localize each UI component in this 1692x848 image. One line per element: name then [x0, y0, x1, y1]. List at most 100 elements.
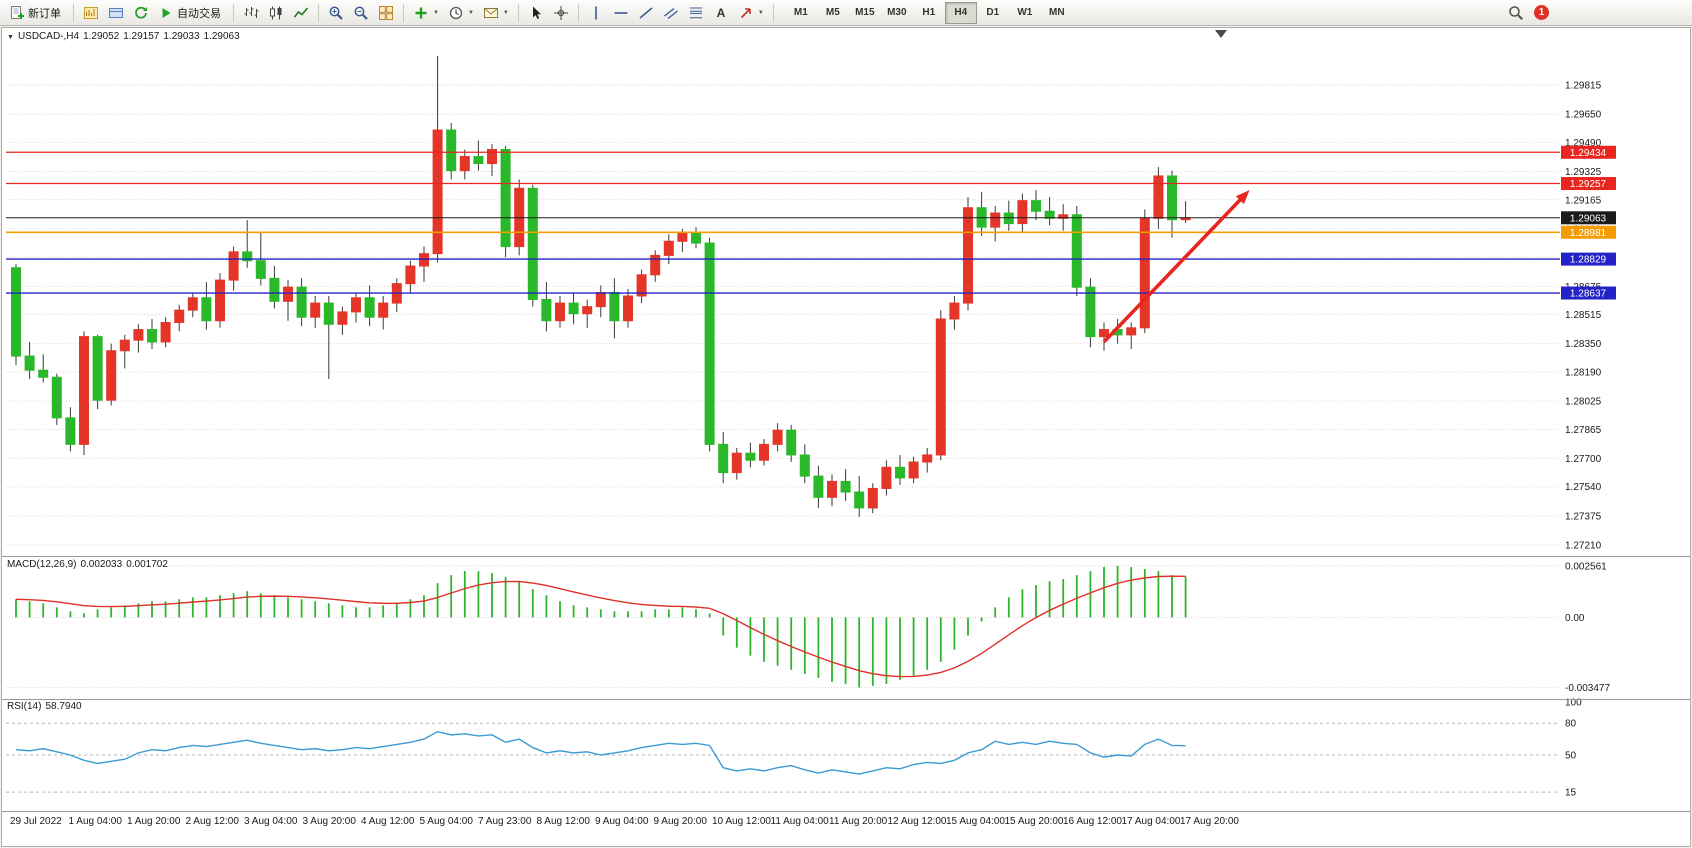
- timeframe-m15[interactable]: M15: [855, 6, 875, 18]
- svg-text:0.00: 0.00: [1565, 613, 1585, 624]
- horizontal-line-icon: [614, 11, 628, 14]
- line-chart-button[interactable]: [289, 1, 313, 25]
- horizontal-lines: [6, 151, 1560, 294]
- refresh-button[interactable]: [129, 1, 153, 25]
- candle-up: [283, 286, 293, 302]
- price-tag-1.28637: 1.28637: [1561, 286, 1616, 300]
- vertical-line-button[interactable]: [584, 1, 608, 25]
- timeframe-h1[interactable]: H1: [922, 6, 936, 18]
- rsi-header: RSI(14) 58.7940: [7, 701, 86, 712]
- text-tool-button[interactable]: A: [709, 1, 733, 25]
- auto-trading-button[interactable]: 自动交易: [154, 1, 228, 25]
- channel-icon: [663, 7, 678, 19]
- trend-arrow[interactable]: [1102, 190, 1250, 344]
- svg-text:1.28829: 1.28829: [1570, 255, 1607, 266]
- cursor-button[interactable]: [524, 1, 548, 25]
- timeframe-w1[interactable]: W1: [1017, 6, 1033, 18]
- fibonacci-button[interactable]: [684, 1, 708, 25]
- rsi-pane: [15, 730, 1186, 775]
- candle-down: [704, 242, 715, 445]
- timeframe-m30[interactable]: M30: [887, 6, 907, 18]
- candle-up: [555, 302, 565, 322]
- candle-up: [106, 350, 117, 401]
- candlestick-button[interactable]: [264, 1, 288, 25]
- arrows-tool-button[interactable]: ▼: [734, 1, 768, 25]
- refresh-icon: [135, 6, 147, 19]
- svg-text:9 Aug 20:00: 9 Aug 20:00: [654, 816, 708, 827]
- search-icon[interactable]: [1508, 5, 1524, 21]
- pane-separators[interactable]: [2, 556, 1690, 812]
- channel-button[interactable]: [659, 1, 683, 25]
- candle-up: [881, 466, 892, 489]
- candle-down: [269, 277, 280, 302]
- candle-up: [160, 322, 171, 343]
- profiles-button[interactable]: [104, 1, 128, 25]
- candle-up: [935, 318, 946, 456]
- timeframe-m1[interactable]: M1: [793, 6, 808, 18]
- timeframe-mn[interactable]: MN: [1049, 6, 1065, 18]
- ohlc-high: 1.29157: [123, 31, 160, 42]
- candle-down: [500, 148, 511, 248]
- candle-down: [65, 417, 76, 445]
- tile-windows-button[interactable]: [374, 1, 398, 25]
- candle-down: [1044, 210, 1055, 219]
- timeframe-d1[interactable]: D1: [986, 6, 1000, 18]
- svg-text:1.29434: 1.29434: [1570, 148, 1607, 159]
- timeframe-h4[interactable]: H4: [944, 1, 977, 24]
- chart-shift-marker[interactable]: [1215, 30, 1227, 38]
- time-axis[interactable]: 29 Jul 2022 1 Aug 04:00 1 Aug 20:00 2 Aug 1…: [10, 816, 1239, 827]
- svg-text:29 Jul 2022: 29 Jul 2022: [10, 816, 62, 827]
- candle-up: [419, 253, 429, 267]
- horizontal-line-button[interactable]: [609, 1, 633, 25]
- periods-button[interactable]: ▼: [444, 1, 478, 25]
- candle-down: [609, 291, 620, 322]
- candle-down: [718, 443, 729, 474]
- candle-down: [296, 286, 307, 318]
- candle-up: [663, 240, 674, 256]
- candle-up: [378, 302, 389, 318]
- macd-axis[interactable]: 0.002561 0.00 -0.003477: [1565, 561, 1610, 694]
- collapse-icon[interactable]: ▼: [7, 34, 14, 41]
- templates-button[interactable]: ▼: [479, 1, 513, 25]
- bar-chart-icon: [244, 6, 259, 18]
- new-order-button[interactable]: 新订单: [5, 1, 68, 25]
- timeframe-m5[interactable]: M5: [825, 6, 840, 18]
- candle-down: [364, 297, 375, 318]
- candle-down: [691, 231, 701, 244]
- svg-text:11 Aug 04:00: 11 Aug 04:00: [771, 816, 830, 827]
- vertical-line-icon: [595, 6, 597, 19]
- svg-text:1.28515: 1.28515: [1565, 310, 1602, 321]
- tile-windows-icon: [379, 5, 393, 20]
- ohlc-low: 1.29033: [163, 31, 200, 42]
- candle-up: [351, 297, 361, 313]
- candle-up: [623, 295, 633, 322]
- zoom-in-button[interactable]: [324, 1, 348, 25]
- notification-badge[interactable]: 1: [1534, 5, 1549, 20]
- macd-header: MACD(12,26,9) 0.002033 0.001702: [7, 559, 172, 570]
- svg-text:1.29490: 1.29490: [1565, 138, 1602, 149]
- crosshair-button[interactable]: [549, 1, 573, 25]
- price-tag-1.29434: 1.29434: [1561, 145, 1616, 159]
- trendline-button[interactable]: [634, 1, 658, 25]
- candle-up: [827, 480, 837, 498]
- price-tag-1.28981: 1.28981: [1561, 225, 1616, 239]
- price-tag-1.29257: 1.29257: [1561, 177, 1616, 191]
- timeframe-group: M1 M5 M15 M30 H1 H4 D1 W1 MN: [785, 1, 1073, 24]
- svg-text:12 Aug 12:00: 12 Aug 12:00: [888, 816, 947, 827]
- toolbar-separator: [772, 3, 774, 22]
- indicators-add-icon: [415, 7, 427, 18]
- bar-chart-button[interactable]: [239, 1, 263, 25]
- toolbar-right-group: 1: [1508, 5, 1687, 21]
- new-chart-button[interactable]: [79, 1, 103, 25]
- candle-down: [38, 369, 49, 378]
- candle-up: [174, 309, 185, 324]
- svg-text:2 Aug 12:00: 2 Aug 12:00: [186, 816, 240, 827]
- zoom-out-button[interactable]: [349, 1, 373, 25]
- toolbar-separator: [318, 3, 319, 22]
- profiles-icon: [109, 7, 123, 18]
- candle-down: [473, 156, 484, 165]
- macd-signal-line: [15, 575, 1186, 678]
- indicators-add-button[interactable]: ▼: [409, 1, 443, 25]
- rsi-axis[interactable]: 100 80 50 15: [1565, 698, 1582, 799]
